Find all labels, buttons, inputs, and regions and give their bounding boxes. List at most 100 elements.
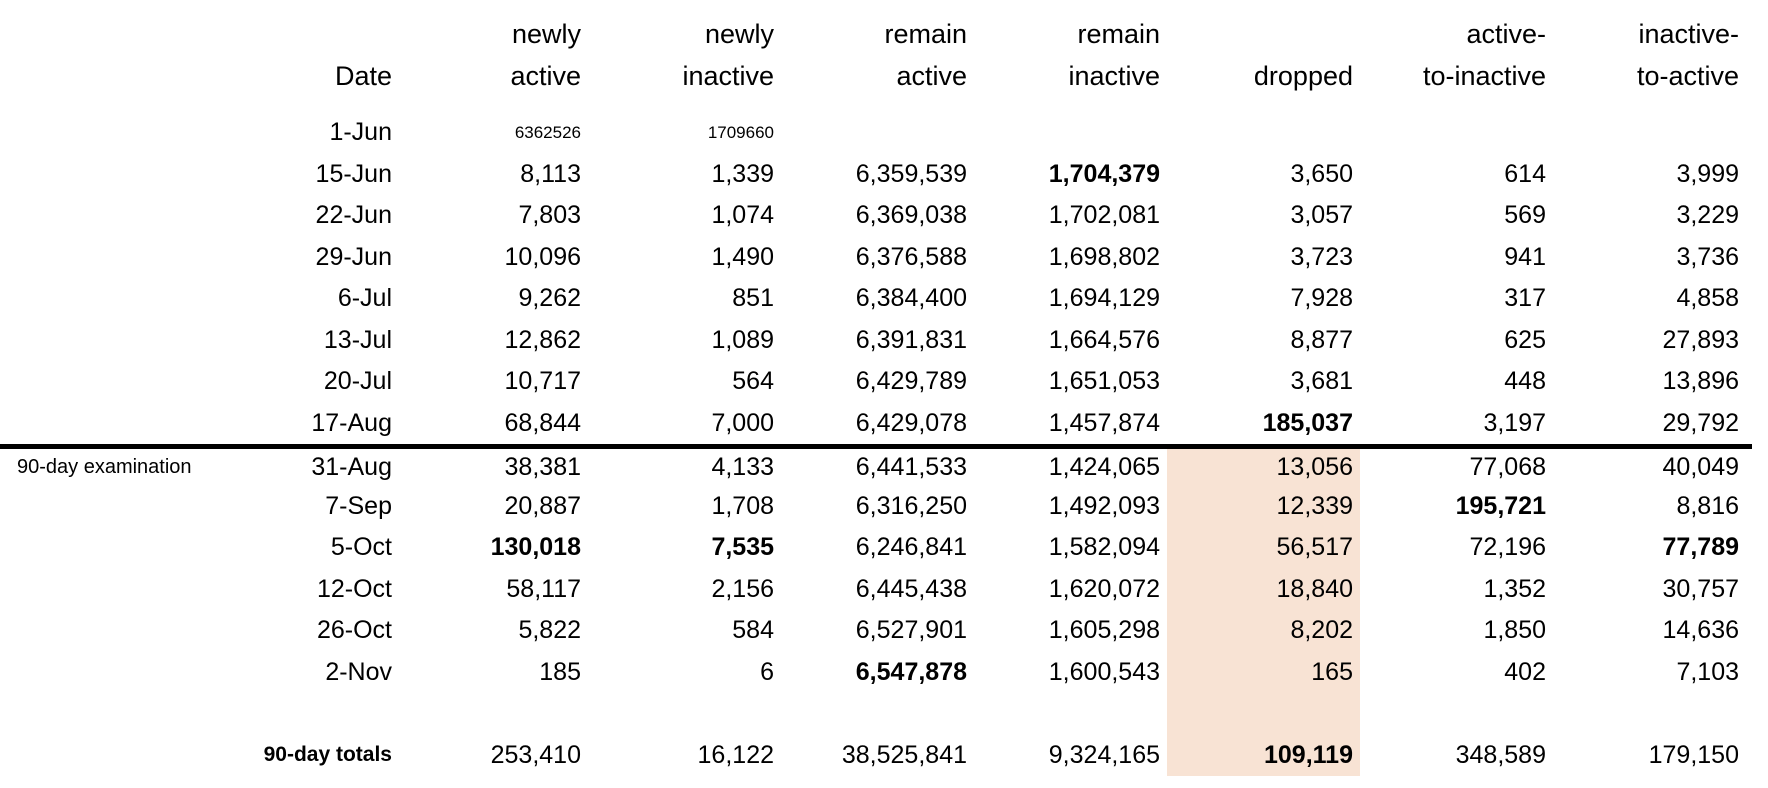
header-cell: dropped xyxy=(1253,61,1353,91)
cell-date xyxy=(245,693,395,735)
header-cell: inactive xyxy=(682,61,774,91)
totals-value: 38,525,841 xyxy=(841,740,967,769)
cell-value: 1,089 xyxy=(711,325,774,354)
cell-value xyxy=(1167,112,1360,154)
header-cell: Date xyxy=(334,61,392,91)
cell-date: 29-Jun xyxy=(315,242,392,271)
cell-value: 6,527,901 xyxy=(855,616,967,645)
cell-value: 195,721 xyxy=(1455,491,1546,520)
cell-value: 6,547,878 xyxy=(855,657,967,686)
table-row: 15-Jun 8,113 1,339 6,359,539 1,704,379 3,650 6… xyxy=(0,154,1768,196)
cell-date: 15-Jun xyxy=(315,159,392,188)
side-spacer xyxy=(0,652,245,694)
cell-value: 1,492,093 xyxy=(1048,491,1160,520)
cell-value: 7,000 xyxy=(711,408,774,437)
table-row: 12-Oct 58,117 2,156 6,445,438 1,620,072 18,84… xyxy=(0,568,1768,611)
side-spacer xyxy=(0,403,245,445)
cell-value: 625 xyxy=(1504,325,1546,354)
cell-value xyxy=(974,693,1167,735)
table-header-row: Date active inactive active inactive dropped t… xyxy=(0,56,1768,112)
cell-value: 3,723 xyxy=(1290,242,1353,271)
table-row: 20-Jul 10,717 564 6,429,789 1,651,053 3,681 44… xyxy=(0,361,1768,403)
cell-value: 1,074 xyxy=(711,201,774,230)
side-spacer xyxy=(0,693,245,735)
header-cell: active xyxy=(510,61,581,91)
header-cell: remain xyxy=(884,19,967,49)
cell-value: 6,429,789 xyxy=(855,367,967,396)
cell-value: 1,457,874 xyxy=(1048,408,1160,437)
cell-value: 13,896 xyxy=(1662,367,1739,396)
cell-value: 5,822 xyxy=(518,616,581,645)
header-cell: active xyxy=(896,61,967,91)
side-spacer xyxy=(0,154,245,196)
cell-value: 1,702,081 xyxy=(1048,201,1160,230)
table-row: 22-Jun 7,803 1,074 6,369,038 1,702,081 3,057 5… xyxy=(0,195,1768,237)
header-cell: to-active xyxy=(1636,61,1739,91)
cell-value: 6,445,438 xyxy=(855,574,967,603)
cell-value: 6,369,038 xyxy=(855,201,967,230)
cell-value: 6 xyxy=(760,657,774,686)
table-row: 26-Oct 5,822 584 6,527,901 1,605,298 8,202 1,8… xyxy=(0,610,1768,652)
cell-value: 6,429,078 xyxy=(855,408,967,437)
cell-value: 1,620,072 xyxy=(1048,574,1160,603)
side-spacer xyxy=(0,237,245,279)
cell-date: 26-Oct xyxy=(316,616,392,645)
side-spacer xyxy=(0,569,245,611)
cell-value xyxy=(1360,693,1553,735)
table-row section-start: 90-day examination 31-Aug 38,381 4,133 6,441… xyxy=(0,444,1752,486)
cell-value: 9,262 xyxy=(518,284,581,313)
cell-value xyxy=(1360,112,1553,154)
cell-value: 6,384,400 xyxy=(855,284,967,313)
cell-value: 7,803 xyxy=(518,201,581,230)
cell-value: 1,694,129 xyxy=(1048,284,1160,313)
table-row: 13-Jul 12,862 1,089 6,391,831 1,664,576 8,877… xyxy=(0,320,1768,362)
totals-value: 348,589 xyxy=(1455,740,1546,769)
cell-value: 1,651,053 xyxy=(1048,367,1160,396)
totals-value: 253,410 xyxy=(490,740,581,769)
cell-value: 569 xyxy=(1504,201,1546,230)
totals-value: 9,324,165 xyxy=(1048,740,1160,769)
cell-value: 3,681 xyxy=(1290,367,1353,396)
cell-value: 77,789 xyxy=(1662,533,1739,562)
cell-value: 7,103 xyxy=(1676,657,1739,686)
cell-value: 851 xyxy=(732,284,774,313)
cell-value: 402 xyxy=(1504,657,1546,686)
cell-value: 317 xyxy=(1504,284,1546,313)
cell-value: 3,736 xyxy=(1676,242,1739,271)
side-spacer xyxy=(0,527,245,569)
cell-value: 12,339 xyxy=(1167,485,1360,527)
cell-value: 1,605,298 xyxy=(1048,616,1160,645)
cell-value: 3,999 xyxy=(1676,159,1739,188)
header-cell: remain xyxy=(1077,19,1160,49)
cell-value: 18,840 xyxy=(1167,568,1360,610)
table-header-row: newly newly remain remain active-inactive- xyxy=(0,0,1768,56)
cell-value: 13,056 xyxy=(1167,449,1360,486)
cell-value: 4,858 xyxy=(1676,284,1739,313)
cell-date: 12-Oct xyxy=(316,574,392,603)
cell-value: 27,893 xyxy=(1662,325,1739,354)
cell-value: 3,057 xyxy=(1290,201,1353,230)
side-spacer xyxy=(0,735,245,777)
cell-value: 165 xyxy=(1167,651,1360,693)
cell-value: 8,877 xyxy=(1290,325,1353,354)
totals-value: 16,122 xyxy=(697,740,774,769)
cell-value: 185 xyxy=(539,657,581,686)
cell-date: 13-Jul xyxy=(323,325,392,354)
cell-value: 614 xyxy=(1504,159,1546,188)
cell-value: 12,862 xyxy=(504,325,581,354)
cell-value: 8,816 xyxy=(1676,491,1739,520)
side-spacer xyxy=(0,610,245,652)
cell-value: 10,717 xyxy=(504,367,581,396)
cell-value: 6,391,831 xyxy=(855,325,967,354)
cell-value: 1,704,379 xyxy=(1048,159,1160,188)
header-cell: inactive- xyxy=(1638,19,1739,49)
cell-value: 1,424,065 xyxy=(1048,452,1160,481)
cell-date: 2-Nov xyxy=(325,657,392,686)
cell-value: 941 xyxy=(1504,242,1546,271)
cell-date: 5-Oct xyxy=(330,533,392,562)
header-cell: newly xyxy=(511,19,581,49)
header-cell: active- xyxy=(1466,19,1546,49)
table-row: 1-Jun 6362526 1709660 xyxy=(0,112,1768,154)
cell-value: 56,517 xyxy=(1167,527,1360,569)
